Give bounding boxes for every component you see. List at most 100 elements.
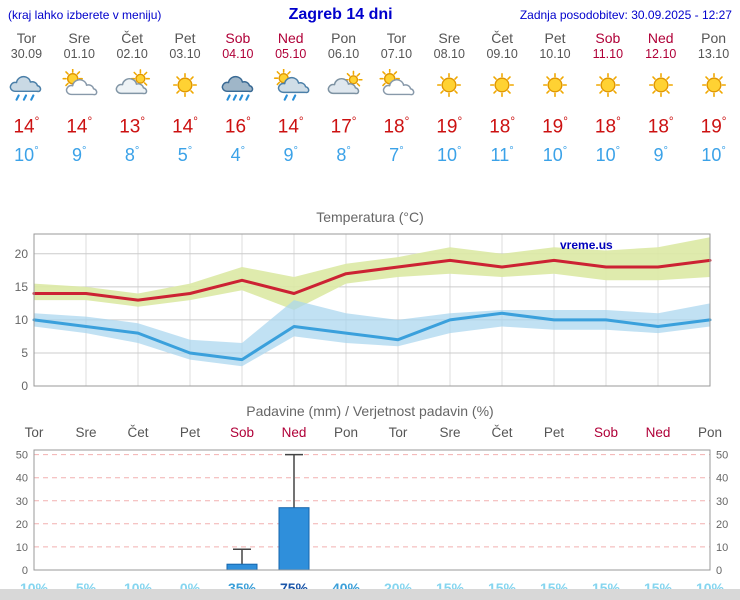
day-icon-wrap [159, 65, 212, 105]
precip-day-label: Sob [593, 425, 619, 441]
high-temp: 14° [172, 115, 198, 138]
high-temp: 16° [224, 115, 251, 138]
sunny-icon [595, 72, 620, 98]
precip-day-label: Sob [229, 425, 255, 441]
day-name: Tor [16, 30, 37, 46]
partly-cloudy-icon [379, 69, 415, 96]
precip-day-labels-row: Tor Sre Čet Pet Sob Ned Pon Tor Sre Čet Pet Sob Ned P… [0, 420, 740, 444]
low-temp: 10° [437, 145, 462, 166]
top-bar: (kraj lahko izberete v meniju) Zagreb 14… [0, 0, 740, 26]
low-temp: 9° [653, 145, 668, 166]
high-temp: 19° [542, 115, 568, 138]
precip-ytick-right: 0 [716, 565, 722, 577]
day-column-09-10: Čet 09.10 18° 11° [476, 30, 529, 166]
high-temp: 13° [119, 115, 146, 138]
day-column-02-10: Čet 02.10 13° 8° [106, 30, 159, 166]
high-temp: 18° [647, 115, 674, 138]
vreme-us-watermark: vreme.us [560, 238, 613, 252]
low-temp: 10° [701, 145, 726, 166]
max-temp-range-band [34, 237, 710, 311]
last-update: Zadnja posodobitev: 30.09.2025 - 12:27 [519, 8, 732, 22]
day-icon-wrap [687, 65, 740, 105]
day-date: 10.10 [539, 47, 571, 61]
day-name: Čet [491, 30, 514, 46]
sun-showers-icon [273, 69, 310, 101]
precip-ytick-left: 10 [16, 542, 28, 554]
day-icon-wrap [0, 65, 53, 105]
precip-day-label: Čet [491, 425, 513, 441]
day-icon-wrap [317, 65, 370, 105]
high-temp: 17° [330, 115, 357, 138]
precip-day-label: Pet [543, 425, 565, 441]
precip-day-label: Čet [127, 425, 149, 441]
temperature-section: Temperatura (°C) 0 5 10 15 20 vreme.us [0, 208, 740, 394]
day-icon-wrap [53, 65, 106, 105]
precip-day-label: Tor [24, 425, 44, 441]
mostly-cloudy-icon [115, 69, 151, 95]
precip-ytick-right: 50 [716, 450, 728, 462]
precip-ytick-left: 50 [16, 450, 28, 462]
low-temp: 10° [14, 145, 39, 166]
day-date: 07.10 [380, 47, 413, 61]
bottom-bar [0, 589, 740, 600]
low-temp: 8° [124, 145, 140, 166]
precip-ytick-right: 40 [716, 473, 728, 485]
temp-ytick: 10 [15, 313, 29, 327]
low-temp: 4° [230, 145, 246, 166]
day-column-12-10: Ned 12.10 18° 9° [634, 30, 687, 166]
day-icon-wrap [370, 65, 423, 105]
day-icon-wrap [476, 65, 529, 105]
day-icon-wrap [529, 65, 582, 105]
precip-day-label: Sre [439, 425, 461, 441]
precip-day-label: Pon [333, 425, 359, 441]
day-name: Sob [225, 30, 251, 46]
high-temp: 14° [66, 115, 93, 138]
precipitation-chart: 0 0 10 10 20 20 30 30 40 40 50 50 [16, 449, 728, 577]
precip-ytick-right: 10 [716, 542, 728, 554]
heavy-rain-icon [221, 75, 254, 101]
min-temp-line [32, 312, 712, 362]
day-date: 12.10 [645, 47, 677, 61]
high-temp: 18° [383, 115, 410, 138]
day-name: Sob [595, 30, 621, 46]
day-column-30-09: Tor 30.09 14° 10° [0, 30, 53, 166]
day-date: 11.10 [592, 47, 624, 61]
day-column-13-10: Pon 13.10 19° 10° [687, 30, 740, 166]
day-column-01-10: Sre 01.10 14° 9° [53, 30, 106, 166]
sunny-icon [490, 72, 515, 98]
precip-day-label: Ned [281, 425, 307, 441]
precip-bar [278, 507, 310, 571]
day-date: 03.10 [169, 47, 201, 61]
rain-icon [10, 75, 42, 101]
day-name: Sre [438, 30, 461, 46]
page-title: Zagreb 14 dni [288, 6, 393, 23]
day-icon-wrap [264, 65, 317, 105]
day-name: Čet [121, 30, 144, 46]
temp-ytick: 15 [15, 280, 29, 294]
day-name: Sre [68, 30, 91, 46]
day-column-08-10: Sre 08.10 19° 10° [423, 30, 476, 166]
day-date: 05.10 [275, 47, 307, 61]
day-date: 09.10 [486, 47, 518, 61]
day-icon-wrap [581, 65, 634, 105]
min-temp-range-band [34, 300, 710, 367]
day-column-04-10: Sob 04.10 16° 4° [211, 30, 264, 166]
precip-day-label: Pon [697, 425, 723, 441]
low-temp: 10° [595, 145, 621, 166]
precipitation-chart-title: Padavine (mm) / Verjetnost padavin (%) [246, 403, 494, 420]
day-icon-wrap [211, 65, 264, 105]
day-name: Pet [174, 30, 196, 46]
low-temp: 10° [542, 145, 568, 166]
sunny-icon [172, 72, 198, 98]
temperature-chart-title: Temperatura (°C) [316, 209, 424, 226]
sunny-icon [648, 72, 673, 98]
sunny-icon [701, 72, 726, 98]
low-temp: 7° [389, 145, 404, 166]
precip-ytick-left: 40 [16, 473, 28, 485]
day-name: Ned [277, 30, 304, 46]
precip-ytick-left: 0 [22, 565, 28, 577]
day-column-07-10: Tor 07.10 18° 7° [370, 30, 423, 166]
temp-ytick: 5 [21, 346, 28, 360]
max-temp-line [32, 259, 712, 302]
day-date: 13.10 [697, 47, 730, 61]
